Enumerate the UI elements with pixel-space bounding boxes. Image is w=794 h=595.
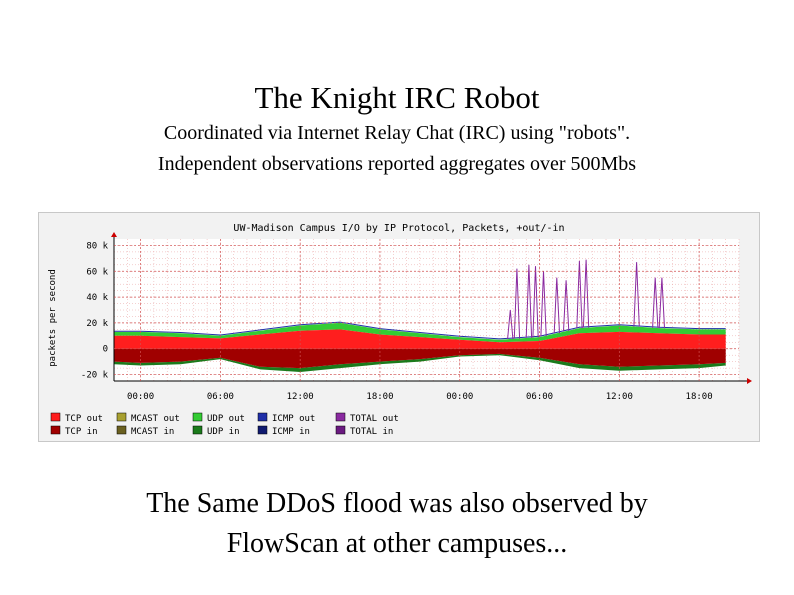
chart-title: UW-Madison Campus I/O by IP Protocol, Pa… [233,223,564,234]
x-tick-label: 06:00 [207,392,234,402]
legend-swatch [192,425,203,435]
slide-subtitle-line-2: Independent observations reported aggreg… [157,153,637,175]
legend-label: UDP in [207,427,240,437]
total-out-spike [582,259,590,328]
legend-swatch [257,425,268,435]
y-tick-label: 80 k [86,241,108,251]
total-out-spike [532,266,539,338]
legend-label: MCAST out [131,414,180,424]
x-axis-arrow [747,378,752,384]
y-tick-label: 0 [103,345,108,355]
tcp-out-area [114,329,726,349]
x-tick-label: 18:00 [366,392,393,402]
icmp-out-line [114,321,726,340]
x-tick-label: 00:00 [127,392,154,402]
y-axis-label: packets per second [48,269,58,367]
legend-swatch [192,412,203,422]
udp-in-area [114,353,726,372]
legend-label: MCAST in [131,427,174,437]
legend-label: TOTAL out [350,414,399,424]
y-tick-label: 20 k [86,319,108,329]
series-areas [114,321,726,372]
x-tick-label: 00:00 [446,392,473,402]
total-out-spike [507,309,514,340]
slide-title: The Knight IRC Robot [254,80,540,115]
total-out-spike [658,277,665,329]
total-out-spike [525,264,533,338]
total-out-spike [576,260,583,329]
legend-swatch [257,412,268,422]
total-out-spike [553,277,560,334]
legend: TCP out MCAST out UDP out ICMP out TOTAL out… [50,412,399,437]
legend-label: TOTAL in [350,427,393,437]
y-tick-label: 40 k [86,293,108,303]
flowscan-chart: UW-Madison Campus I/O by IP Protocol, Pa… [48,223,752,437]
flowscan-chart-panel: UW-Madison Campus I/O by IP Protocol, Pa… [38,212,760,442]
total-out-spike [652,277,659,328]
legend-label: ICMP out [272,414,315,424]
y-axis-arrow [111,232,117,237]
legend-label: TCP in [65,427,98,437]
tcp-in-area [114,348,726,369]
total-out-spike [513,268,521,339]
footer-line-2: FlowScan at other campuses... [226,528,568,559]
total-out-spike [563,280,570,332]
legend-swatch [50,412,61,422]
x-tick-label: 12:00 [287,392,314,402]
axes: 80 k 60 k 40 k 20 k 0 -20 k 00:00 06:00 12:00 18:… [81,232,752,402]
legend-swatch [335,412,346,422]
y-tick-label: 60 k [86,267,108,277]
x-tick-label: 06:00 [526,392,553,402]
total-spikes [507,259,665,340]
footer-line-1: The Same DDoS flood was also observed by [146,488,648,519]
legend-swatch [116,412,127,422]
legend-label: TCP out [65,414,103,424]
slide-subtitle-line-1: Coordinated via Internet Relay Chat (IRC… [163,122,631,144]
total-out-spike [633,262,640,327]
legend-swatch [335,425,346,435]
legend-label: ICMP in [272,427,310,437]
legend-swatch [50,425,61,435]
x-tick-label: 18:00 [686,392,713,402]
x-tick-label: 12:00 [606,392,633,402]
y-tick-label: -20 k [81,371,109,381]
legend-label: UDP out [207,414,245,424]
legend-swatch [116,425,127,435]
